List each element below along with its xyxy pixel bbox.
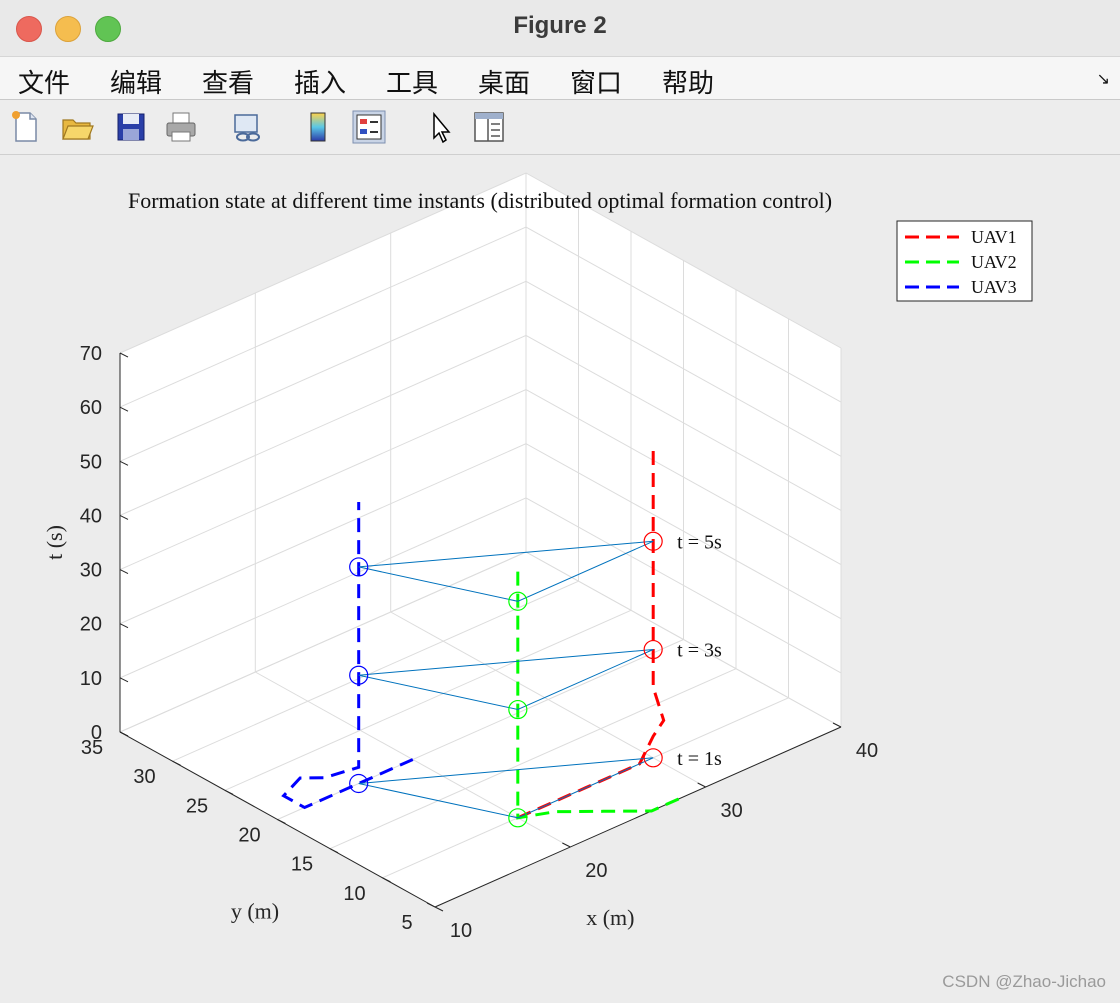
z-tick-label: 10	[80, 668, 102, 690]
z-tick-label: 70	[80, 343, 102, 365]
insert-legend-icon[interactable]	[352, 110, 386, 144]
grid-line-z	[119, 497, 842, 679]
menu-desktop[interactable]: 桌面	[478, 68, 531, 98]
grid-line-z	[119, 226, 842, 408]
formation-marker-uav1	[643, 639, 663, 660]
z-tick-label: 20	[80, 614, 102, 636]
x-tick-label: 10	[450, 920, 472, 942]
z-axis-label: t (s)	[42, 525, 67, 560]
window-titlebar: Figure 2	[0, 0, 1120, 57]
y-tick-label: 5	[401, 912, 412, 934]
formation-marker-uav3	[349, 665, 369, 685]
z-tick-label: 30	[80, 560, 102, 582]
watermark-text: CSDN @Zhao-Jichao	[942, 972, 1106, 991]
open-file-icon[interactable]	[60, 110, 94, 144]
formation-marker-uav1	[643, 531, 663, 551]
x-axis-label: x (m)	[586, 905, 634, 930]
zoom-window-button[interactable]	[95, 16, 121, 42]
formation-marker-uav2	[508, 699, 528, 720]
y-tick-label: 25	[186, 795, 208, 817]
menu-view[interactable]: 查看	[202, 68, 255, 98]
z-tick-label: 50	[80, 451, 102, 473]
formation-triangle	[358, 540, 654, 602]
menu-help[interactable]: 帮助	[662, 68, 715, 98]
formation-triangle	[358, 649, 654, 711]
legend-label-uav1: UAV1	[971, 227, 1017, 247]
close-window-button[interactable]	[16, 16, 42, 42]
figure-canvas: 10 20 30 40 5 10 15 20 25 30 35 0 10 20 30 40 50 60 70 x (m…	[0, 155, 1120, 998]
chart-title: Formation state at different time instan…	[128, 188, 832, 213]
formation-marker-uav3	[349, 557, 369, 577]
z-tick	[119, 569, 129, 575]
menu-tools[interactable]: 工具	[386, 68, 439, 98]
dock-arrow-icon[interactable]: ↘	[1096, 71, 1110, 88]
x-tick-label: 40	[856, 740, 878, 762]
z-tick-label: 60	[80, 397, 102, 419]
series-uav3-line	[281, 502, 414, 810]
z-tick	[119, 352, 129, 358]
x-tick	[426, 902, 436, 908]
y-tick-label: 30	[133, 766, 155, 788]
z-tick-label: 40	[80, 505, 102, 527]
z-tick	[119, 406, 129, 412]
legend-label-uav2: UAV2	[971, 252, 1017, 272]
edit-plot-arrow-icon[interactable]	[424, 110, 458, 144]
formation-label: t = 3s	[677, 640, 722, 662]
grid-line-z	[119, 334, 842, 516]
formation-marker-uav1	[643, 748, 663, 768]
formation-marker-uav2	[508, 591, 528, 611]
legend-label-uav3: UAV3	[971, 277, 1017, 297]
y-axis-label: y (m)	[231, 899, 279, 924]
z-tick	[119, 731, 129, 737]
figure-toolbar	[0, 100, 1120, 155]
z-tick	[119, 623, 129, 629]
x-tick	[562, 842, 571, 848]
window-title: Figure 2	[513, 12, 607, 39]
y-tick-label: 35	[81, 737, 103, 759]
menu-file[interactable]: 文件	[18, 68, 71, 98]
y-tick	[382, 877, 391, 883]
z-tick	[119, 677, 129, 683]
menu-edit[interactable]: 编辑	[110, 68, 163, 98]
plot-3d[interactable]: 10 20 30 40 5 10 15 20 25 30 350 10 20 30 40 50 60 70 x (m…	[0, 155, 1120, 998]
new-figure-icon[interactable]	[9, 110, 43, 144]
formation-label: t = 1s	[677, 748, 722, 770]
grid-line-z	[119, 172, 842, 354]
z-tick-label: 0	[91, 722, 102, 744]
menu-insert[interactable]: 插入	[294, 68, 347, 98]
z-tick	[119, 514, 129, 520]
y-tick	[434, 906, 444, 912]
z-tick	[119, 460, 129, 466]
formation-marker-uav3	[349, 773, 369, 794]
y-tick	[224, 789, 234, 795]
y-tick-label: 20	[238, 825, 260, 847]
menu-bar: 文件 编辑 查看 插入 工具 桌面 窗口 帮助 ↘	[0, 57, 1120, 100]
legend-box	[896, 220, 1033, 302]
x-tick-label: 20	[585, 860, 607, 882]
grid-line-z	[119, 389, 842, 571]
y-tick	[329, 848, 339, 854]
y-tick-label: 10	[343, 883, 365, 905]
series-uav2-line	[516, 568, 680, 820]
y-tick	[277, 819, 286, 824]
x-axis-line	[434, 726, 842, 908]
y-tick	[172, 760, 181, 766]
link-plot-icon[interactable]	[231, 110, 265, 144]
x-tick	[697, 782, 706, 788]
grid-line-z	[119, 280, 842, 462]
y-tick-label: 15	[291, 854, 313, 876]
minimize-window-button[interactable]	[55, 16, 81, 42]
menu-window[interactable]: 窗口	[570, 68, 623, 98]
property-inspector-icon[interactable]	[472, 110, 506, 144]
formation-triangle	[358, 757, 654, 819]
insert-colorbar-icon[interactable]	[302, 110, 336, 144]
x-tick-label: 30	[721, 800, 743, 822]
x-tick	[832, 722, 842, 728]
save-icon[interactable]	[114, 110, 148, 144]
formation-label: t = 5s	[677, 531, 722, 553]
formation-marker-uav2	[508, 808, 528, 828]
print-icon[interactable]	[164, 110, 198, 144]
back-wall-xz	[120, 173, 526, 732]
grid-line-z	[119, 443, 842, 625]
